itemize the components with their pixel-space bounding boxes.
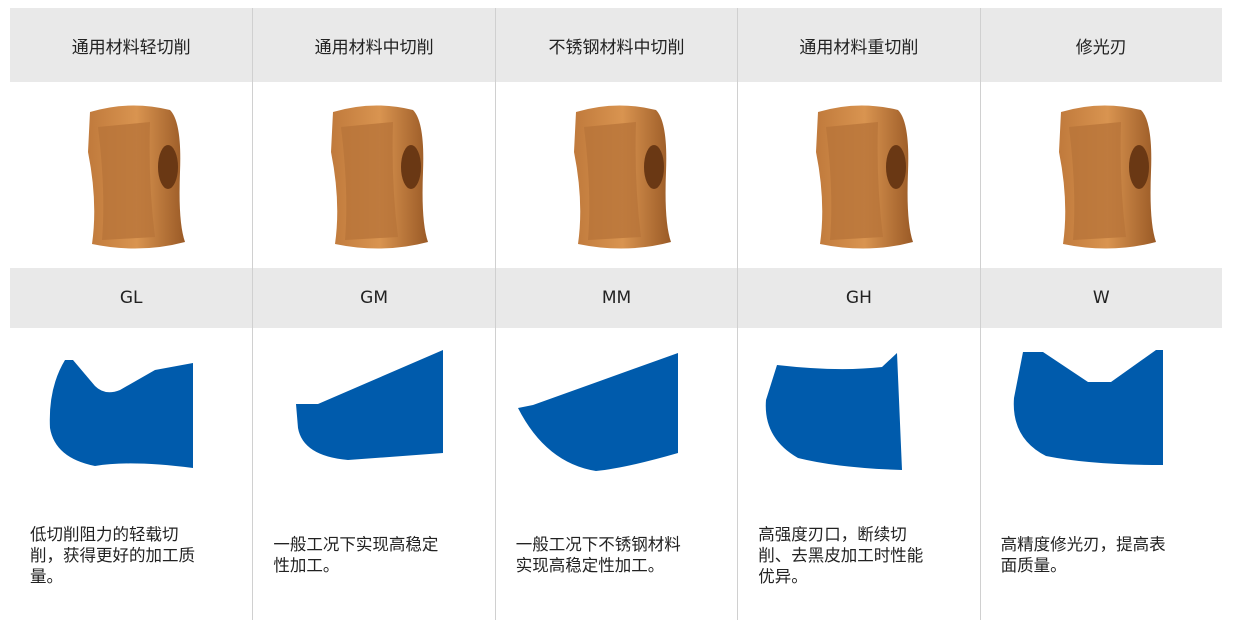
header-cell: 不锈钢材料中切削 — [494, 8, 738, 82]
description-text: 一般工况下不锈钢材料实现高稳定性加工。 — [515, 535, 681, 575]
code-cell: GM — [252, 268, 495, 328]
comparison-table: 通用材料轻切削 通用材料中切削 不锈钢材料中切削 通用材料重切削 修光刃 GL GM MM GH… — [10, 8, 1222, 620]
header-cell: 通用材料中切削 — [252, 8, 495, 82]
edge-profile — [765, 353, 903, 470]
edge-profile — [1013, 350, 1163, 465]
insert-hole — [643, 145, 664, 189]
profile-cell — [494, 328, 737, 490]
insert-image-cell — [494, 82, 737, 268]
code-cell: W — [979, 268, 1222, 328]
description-text: 高强度刃口，断续切削、去黑皮加工时性能优异。 — [758, 524, 924, 586]
profile-shape — [49, 360, 193, 468]
insert-image — [573, 105, 671, 249]
insert-image — [1058, 105, 1156, 249]
profile-shape — [765, 353, 903, 470]
profile-shape — [1013, 350, 1163, 465]
description-text: 一般工况下实现高稳定性加工。 — [273, 535, 439, 575]
insert-image-cell — [737, 82, 979, 268]
insert-image — [816, 105, 914, 249]
description-cell: 高精度修光刃，提高表面质量。 — [979, 490, 1222, 620]
insert-image — [331, 105, 429, 249]
description-text: 低切削阻力的轻载切削，获得更好的加工质量。 — [30, 524, 195, 586]
header-cell: 通用材料轻切削 — [10, 8, 253, 82]
header-cell: 修光刃 — [979, 8, 1222, 82]
code-cell: MM — [494, 268, 738, 328]
profile-cell — [252, 328, 494, 490]
edge-profile — [517, 353, 678, 471]
code-cell: GL — [10, 268, 253, 328]
edge-profile — [49, 360, 193, 468]
insert-face — [98, 122, 155, 240]
insert-image-cell — [10, 82, 252, 268]
description-cell: 低切削阻力的轻载切削，获得更好的加工质量。 — [10, 490, 252, 620]
profile-shape — [517, 353, 678, 471]
insert-hole — [1128, 145, 1149, 189]
profile-cell — [737, 328, 979, 490]
header-cell: 通用材料重切削 — [737, 8, 980, 82]
insert-face — [341, 122, 399, 240]
description-cell: 高强度刃口，断续切削、去黑皮加工时性能优异。 — [737, 490, 979, 620]
insert-image-cell — [979, 82, 1222, 268]
insert-face — [826, 122, 884, 240]
description-cell: 一般工况下实现高稳定性加工。 — [252, 490, 494, 620]
insert-image-cell — [252, 82, 494, 268]
profile-shape — [296, 350, 444, 460]
insert-hole — [886, 145, 907, 189]
code-cell: GH — [737, 268, 980, 328]
insert-face — [583, 122, 641, 240]
description-text: 高精度修光刃，提高表面质量。 — [1000, 535, 1166, 575]
profile-cell — [10, 328, 252, 490]
description-cell: 一般工况下不锈钢材料实现高稳定性加工。 — [494, 490, 737, 620]
profile-cell — [979, 328, 1222, 490]
insert-hole — [401, 145, 422, 189]
insert-face — [1068, 122, 1126, 240]
insert-hole — [158, 145, 178, 189]
edge-profile — [296, 350, 444, 460]
insert-image — [88, 105, 185, 249]
